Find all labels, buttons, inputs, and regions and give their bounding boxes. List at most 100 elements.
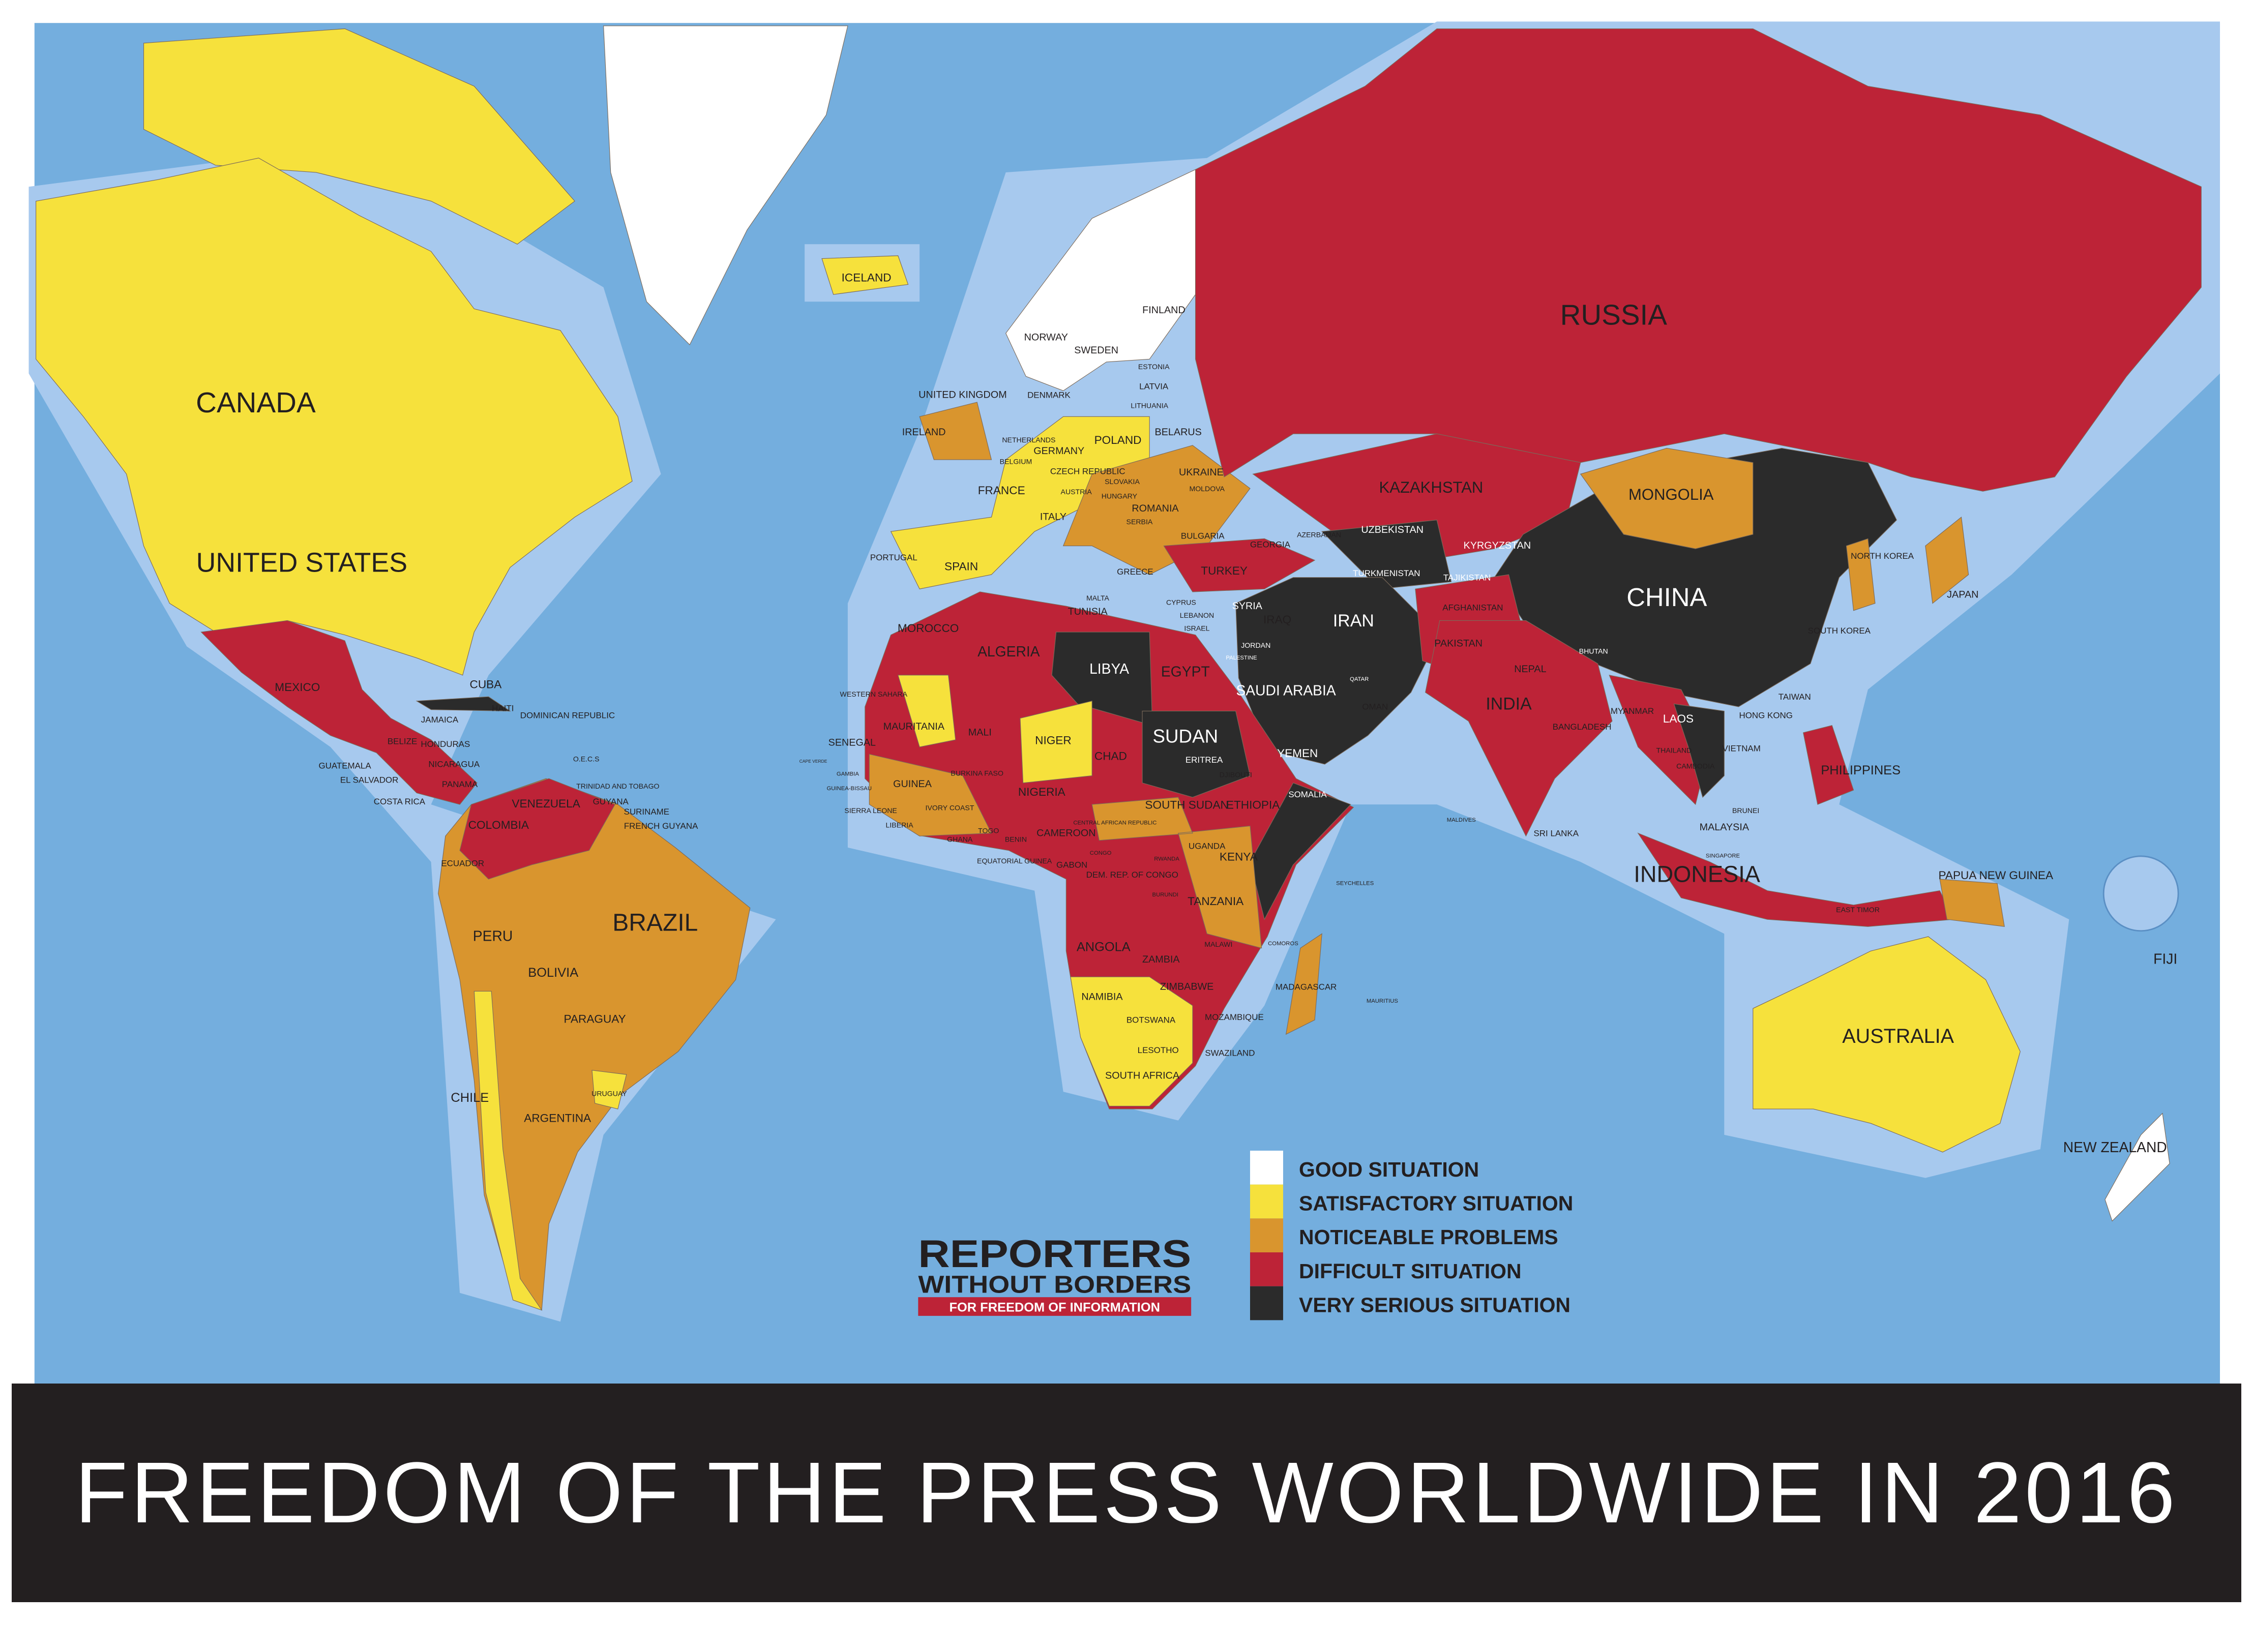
country-label: PAKISTAN: [1434, 638, 1483, 649]
country-label: RWANDA: [1154, 856, 1179, 862]
country-label: SPAIN: [944, 560, 978, 573]
country-label: KAZAKHSTAN: [1379, 478, 1484, 496]
country-label: NORTH KOREA: [1851, 551, 1914, 561]
legend-label: GOOD SITUATION: [1299, 1158, 1479, 1181]
country-label: JAPAN: [1947, 589, 1978, 600]
country-label: OMAN: [1362, 702, 1388, 712]
country-label: SERBIA: [1126, 518, 1153, 526]
country-label: MAURITIUS: [1367, 998, 1399, 1004]
country-label: BANGLADESH: [1553, 722, 1612, 732]
country-label: ESTONIA: [1138, 363, 1170, 371]
country-label: ANGOLA: [1077, 940, 1131, 954]
country-label: MOZAMBIQUE: [1205, 1012, 1264, 1022]
country-label: ETHIOPIA: [1226, 799, 1280, 812]
region-uzbek-turkmen: [1321, 520, 1452, 589]
country-label: ITALY: [1040, 512, 1066, 523]
country-label: BURKINA FASO: [951, 769, 1003, 777]
country-label: DENMARK: [1027, 391, 1071, 400]
country-label: SOUTH AFRICA: [1105, 1070, 1180, 1082]
country-label: COSTA RICA: [374, 797, 426, 806]
country-label: UGANDA: [1189, 842, 1226, 851]
country-label: VENEZUELA: [512, 797, 580, 810]
country-label: SOMALIA: [1288, 790, 1327, 799]
region-cuba: [416, 696, 511, 712]
country-label: CENTRAL AFRICAN REPUBLIC: [1073, 820, 1157, 826]
country-label: CAMEROON: [1036, 827, 1095, 838]
country-label: TAIWAN: [1778, 692, 1811, 702]
country-label: NIGER: [1035, 734, 1072, 746]
country-label: CUBA: [470, 678, 502, 690]
country-label: PANAMA: [442, 779, 478, 789]
country-label: INDIA: [1486, 695, 1532, 714]
country-label: EQUATORIAL GUINEA: [977, 857, 1052, 865]
country-label: BRUNEI: [1732, 806, 1759, 815]
country-label: NORWAY: [1024, 332, 1068, 343]
logo-line1: REPORTERS: [918, 1233, 1191, 1276]
country-label: EL SALVADOR: [340, 775, 399, 785]
legend-swatch: [1250, 1184, 1283, 1219]
country-label: SYRIA: [1232, 600, 1263, 612]
country-label: SLOVAKIA: [1105, 477, 1140, 486]
country-label: IRAN: [1333, 611, 1374, 630]
country-label: IRELAND: [902, 427, 946, 438]
country-label: CHINA: [1626, 583, 1707, 612]
country-label: UKRAINE: [1179, 467, 1224, 478]
country-label: MALAWI: [1204, 940, 1232, 948]
country-labels: CANADA UNITED STATES MEXICO CUBA HAITI DOMINI…: [196, 272, 2177, 1155]
country-label: LEBANON: [1180, 611, 1214, 619]
country-label: MADAGASCAR: [1276, 982, 1337, 992]
country-label: AUSTRALIA: [1842, 1025, 1954, 1047]
country-label: MAURITANIA: [883, 721, 945, 732]
country-label: MEXICO: [275, 681, 320, 694]
region-libya: [1051, 632, 1153, 726]
country-label: EAST TIMOR: [1836, 906, 1880, 914]
country-label: LAOS: [1663, 712, 1694, 725]
country-label: PHILIPPINES: [1821, 763, 1901, 777]
country-label: AZERBAIJAN: [1297, 531, 1341, 539]
country-label: THAILAND: [1656, 746, 1692, 754]
region-venezuela-colombia: [459, 778, 616, 880]
country-label: GUYANA: [593, 797, 629, 806]
country-label: NICARAGUA: [428, 760, 480, 769]
region-papua-new-guinea: [1939, 879, 2005, 927]
region-west-africa-orange: [869, 754, 1262, 949]
country-label: NETHERLANDS: [1002, 436, 1055, 444]
country-label: TOGO: [978, 827, 999, 835]
country-label: KENYA: [1220, 850, 1258, 863]
region-south-america: [438, 778, 751, 1311]
country-label: FIJI: [2153, 951, 2177, 967]
country-label: LATVIA: [1139, 382, 1169, 392]
country-label: LITHUANIA: [1131, 401, 1168, 409]
country-label: BURUNDI: [1152, 892, 1178, 898]
country-label: RUSSIA: [1560, 298, 1668, 331]
country-label: FRANCE: [978, 484, 1025, 497]
country-label: NEW ZEALAND: [2063, 1139, 2167, 1155]
country-label: ISRAEL: [1184, 624, 1209, 632]
country-label: BHUTAN: [1579, 647, 1608, 655]
country-label: DEM. REP. OF CONGO: [1086, 870, 1178, 880]
country-label: LESOTHO: [1138, 1045, 1179, 1055]
region-australia: [1753, 936, 2021, 1153]
country-label: MALTA: [1086, 594, 1110, 602]
country-label: ROMANIA: [1132, 503, 1179, 514]
country-label: POLAND: [1094, 434, 1142, 446]
country-label: LIBYA: [1089, 660, 1129, 677]
country-label: PARAGUAY: [564, 1013, 626, 1026]
country-label: GUINEA: [893, 778, 932, 790]
country-label: HAITI: [492, 703, 514, 713]
country-label: BELARUS: [1155, 427, 1202, 438]
logo-tagline-band: [918, 1297, 1192, 1316]
country-label: BELGIUM: [1000, 458, 1032, 466]
region-laos-vietnam: [1673, 703, 1725, 798]
country-label: O.E.C.S: [573, 755, 600, 763]
country-label: BELIZE: [388, 736, 417, 746]
country-label: WESTERN SAHARA: [840, 690, 908, 698]
country-label: MOLDOVA: [1189, 485, 1225, 493]
country-label: EGYPT: [1161, 664, 1210, 680]
country-label: SWEDEN: [1074, 345, 1118, 356]
country-label: ARGENTINA: [524, 1112, 591, 1124]
country-label: SOUTH KOREA: [1808, 626, 1871, 636]
region-russia: [1195, 28, 2202, 492]
country-label: UNITED STATES: [196, 547, 407, 578]
region-philippines: [1803, 725, 1854, 805]
